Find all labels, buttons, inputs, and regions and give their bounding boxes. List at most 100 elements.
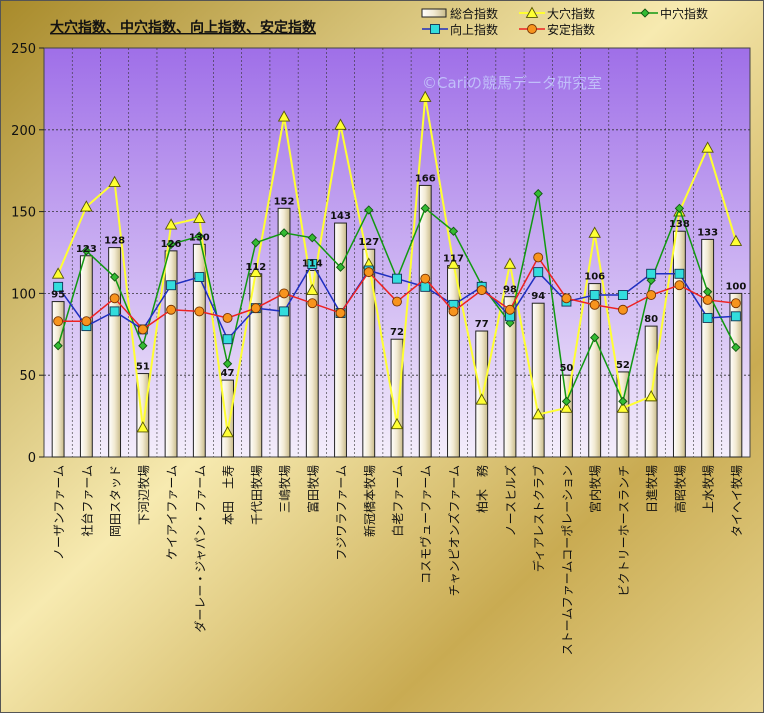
series-point	[730, 311, 741, 322]
legend-marker	[525, 6, 539, 18]
bar-data-label: 106	[584, 272, 605, 283]
bar-data-label: 166	[415, 173, 436, 184]
bar-data-label: 128	[104, 236, 125, 247]
x-tick-label: 上水牧場	[702, 465, 716, 513]
series-point	[392, 296, 402, 307]
series-point	[617, 290, 628, 300]
bar-data-label: 100	[725, 281, 746, 292]
series-point	[335, 262, 346, 272]
series-point	[533, 252, 544, 263]
legend-marker	[430, 24, 440, 34]
bar	[362, 248, 376, 458]
series-point	[560, 401, 573, 413]
series-point	[221, 426, 234, 438]
series-point	[81, 246, 91, 256]
bar-data-label: 133	[697, 227, 718, 238]
bar-data-label: 127	[358, 237, 379, 248]
legend-label: 向上指数	[450, 22, 498, 37]
x-tick-label: ケイアイファーム	[165, 465, 179, 560]
x-tick-label: チャンピオンズファーム	[446, 465, 461, 596]
watermark: ©Cariの競馬データ研究室	[422, 74, 602, 92]
series-point	[249, 265, 263, 277]
series-point	[701, 141, 714, 153]
bar	[164, 250, 178, 458]
series-point	[533, 188, 543, 199]
bar	[447, 265, 460, 458]
series-point	[307, 233, 317, 243]
bar	[277, 207, 291, 458]
bar	[305, 269, 319, 458]
series-point	[588, 226, 601, 238]
x-tick-label: 本田 土寿	[222, 465, 236, 525]
legend-swatch	[421, 8, 447, 18]
bar	[79, 255, 93, 458]
bar-data-label: 130	[189, 232, 210, 243]
series-point	[53, 281, 64, 292]
y-tick-label: 250	[11, 42, 36, 57]
series-point	[81, 316, 92, 327]
series-point	[51, 267, 65, 279]
series-point	[590, 332, 600, 343]
series-point	[334, 118, 347, 130]
bar	[616, 371, 630, 458]
bar	[701, 238, 715, 458]
series-point	[166, 239, 176, 249]
series-point	[306, 283, 319, 295]
series-point	[646, 290, 657, 300]
series-point	[475, 393, 488, 405]
chart-title: 大穴指数、中穴指数、向上指数、安定指数	[50, 19, 317, 36]
x-tick-label: ディアレストクラブ	[531, 465, 546, 572]
series-point	[194, 272, 205, 282]
series-point	[674, 203, 685, 213]
series-point	[731, 342, 741, 353]
x-tick-label: 新冠橋本牧場	[362, 465, 377, 537]
series-point	[109, 293, 120, 304]
legend-marker	[640, 8, 650, 18]
series-point	[279, 288, 289, 299]
series-point	[222, 334, 233, 345]
y-tick-label: 200	[11, 124, 36, 139]
series-point	[137, 324, 148, 335]
series-point	[194, 231, 204, 241]
series-point	[646, 268, 657, 279]
series-point	[53, 316, 64, 327]
y-axis: 0 50 100 150 200 250	[11, 42, 44, 466]
x-tick-label: 柏木 務	[475, 465, 490, 513]
bar-data-label: 138	[669, 219, 690, 230]
series-point	[729, 234, 743, 246]
bar	[136, 373, 150, 458]
bar	[560, 374, 573, 458]
x-tick-label: 富田牧場	[305, 465, 320, 513]
bar-data-label: 114	[302, 258, 323, 269]
series-point	[138, 341, 148, 351]
series-point	[166, 304, 177, 315]
series-point	[531, 408, 545, 420]
x-tick-label: 高昭牧場	[672, 465, 687, 513]
series-point	[307, 259, 318, 269]
series-point	[307, 298, 318, 309]
bar	[418, 184, 432, 458]
bar-data-label: 94	[531, 291, 545, 302]
x-tick-label: ビクトリーホースランチ	[617, 465, 631, 596]
bar	[672, 230, 686, 458]
series-point	[561, 396, 572, 407]
bar-data-label: 51	[136, 362, 150, 373]
bar-data-label: 95	[51, 290, 65, 301]
x-tick-label: ノースヒルズ	[503, 465, 518, 536]
series-point	[561, 293, 572, 304]
series-point	[279, 228, 289, 238]
series-point	[53, 341, 63, 351]
series-point	[80, 200, 93, 212]
y-tick-label: 0	[28, 451, 36, 466]
series-point	[335, 308, 346, 318]
series-point	[364, 205, 374, 215]
legend-label: 中穴指数	[660, 6, 708, 21]
bar	[390, 338, 404, 458]
x-tick-label: タイヘイ牧場	[730, 465, 744, 537]
y-tick-label: 50	[19, 369, 36, 384]
bar-data-label: 143	[330, 211, 351, 222]
bar	[221, 379, 234, 458]
series-point	[702, 294, 713, 305]
